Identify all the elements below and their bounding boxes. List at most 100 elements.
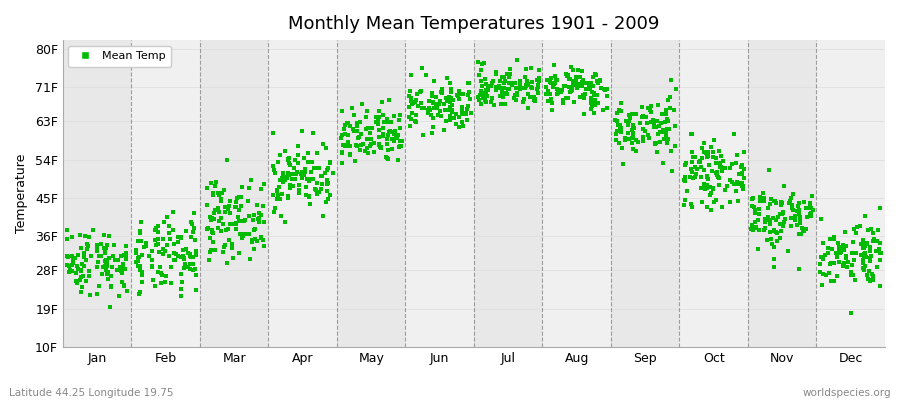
Point [489,71,503,77]
Point [836,262,850,269]
Point [75,284,89,290]
Point [257,242,272,249]
Point [516,99,530,105]
Point [435,90,449,96]
Point [550,77,564,84]
Point [353,146,367,153]
Point [375,125,390,131]
Point [518,83,533,89]
Point [105,264,120,270]
Point [299,192,313,198]
Point [835,242,850,248]
Point [175,279,189,285]
Point [131,262,146,269]
Point [316,213,330,219]
Point [701,149,716,156]
Point [590,91,604,98]
Point [403,123,418,129]
Point [544,74,558,81]
Point [752,246,766,252]
Point [69,270,84,276]
Point [207,216,221,222]
Point [649,139,663,146]
Point [132,254,147,260]
Point [615,129,629,135]
Point [552,86,566,93]
Point [220,226,235,232]
Point [177,256,192,262]
Point [86,226,100,233]
Point [225,241,239,248]
Point [839,255,853,261]
Point [849,230,863,236]
Point [183,261,197,268]
Point [171,234,185,241]
Point [228,204,242,210]
Point [392,144,406,151]
Point [292,186,306,193]
Point [374,144,388,150]
Point [495,91,509,97]
Point [862,268,877,274]
Point [622,112,636,118]
Point [302,194,316,200]
Point [840,264,854,270]
Point [211,225,225,232]
Point [680,188,695,194]
Point [683,200,698,207]
Point [821,250,835,256]
Point [405,109,419,116]
Point [132,266,147,273]
Point [664,148,679,154]
Point [502,74,517,80]
Point [822,270,836,276]
Point [584,95,598,102]
Point [519,82,534,88]
Point [427,77,441,84]
Point [778,216,792,222]
Point [200,202,214,209]
Point [216,221,230,227]
Point [717,186,732,193]
Point [321,196,336,202]
Point [320,166,334,173]
Point [79,257,94,264]
Point [473,88,488,94]
Point [402,93,417,100]
Point [113,253,128,260]
Point [441,106,455,113]
Point [613,123,627,130]
Point [106,253,121,260]
Point [629,148,643,154]
Point [658,111,672,117]
Point [844,262,859,268]
Point [662,126,677,132]
Point [155,272,169,278]
Point [343,143,357,150]
Point [618,135,633,142]
Point [715,204,729,211]
Point [242,231,256,238]
Point [209,178,223,185]
Point [508,80,523,86]
Point [543,90,557,97]
Point [539,84,554,90]
Point [647,124,662,130]
Y-axis label: Temperature: Temperature [15,154,28,233]
Point [212,190,226,196]
Point [117,281,131,288]
Point [639,114,653,120]
Point [208,247,222,253]
Point [393,112,408,118]
Point [699,173,714,179]
Point [832,259,846,266]
Point [320,187,335,194]
Point [302,176,316,182]
Point [711,148,725,154]
Point [693,158,707,165]
Point [799,214,814,220]
Point [566,99,580,105]
Point [183,266,197,272]
Point [863,257,878,264]
Point [588,96,602,103]
